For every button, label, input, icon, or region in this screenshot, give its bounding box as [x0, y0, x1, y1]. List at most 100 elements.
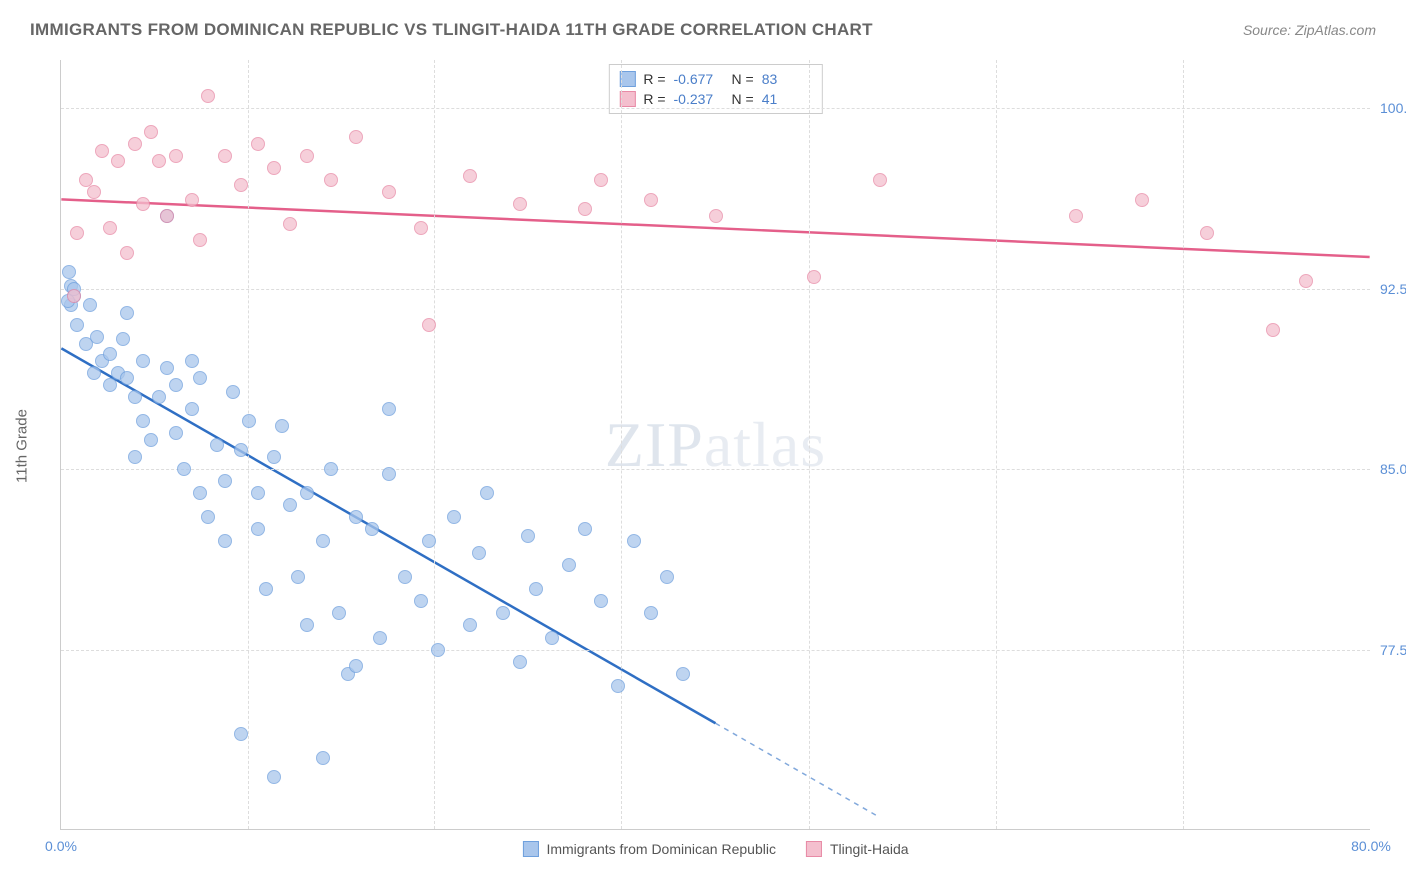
scatter-point — [160, 209, 174, 223]
scatter-point — [382, 467, 396, 481]
scatter-point — [103, 221, 117, 235]
legend-swatch — [806, 841, 822, 857]
scatter-point — [349, 130, 363, 144]
scatter-point — [152, 390, 166, 404]
scatter-point — [136, 197, 150, 211]
scatter-point — [627, 534, 641, 548]
stat-r-value: -0.237 — [674, 91, 724, 107]
scatter-point — [210, 438, 224, 452]
scatter-point — [300, 486, 314, 500]
scatter-point — [349, 659, 363, 673]
scatter-point — [660, 570, 674, 584]
scatter-point — [807, 270, 821, 284]
scatter-point — [513, 197, 527, 211]
scatter-point — [62, 265, 76, 279]
scatter-point — [83, 298, 97, 312]
scatter-point — [234, 443, 248, 457]
stat-r-label: R = — [643, 91, 665, 107]
scatter-point — [578, 202, 592, 216]
scatter-point — [152, 154, 166, 168]
xtick-label: 0.0% — [45, 838, 77, 854]
scatter-point — [324, 173, 338, 187]
scatter-point — [283, 217, 297, 231]
scatter-point — [578, 522, 592, 536]
scatter-point — [185, 402, 199, 416]
scatter-point — [676, 667, 690, 681]
gridline-h — [61, 108, 1370, 109]
scatter-point — [373, 631, 387, 645]
gridline-h — [61, 469, 1370, 470]
scatter-point — [267, 450, 281, 464]
scatter-point — [90, 330, 104, 344]
scatter-point — [201, 89, 215, 103]
watermark: ZIPatlas — [605, 408, 826, 482]
scatter-point — [382, 402, 396, 416]
scatter-point — [267, 161, 281, 175]
scatter-point — [128, 137, 142, 151]
trend-lines — [61, 60, 1370, 829]
ytick-label: 85.0% — [1380, 461, 1406, 477]
scatter-point — [529, 582, 543, 596]
scatter-point — [316, 534, 330, 548]
scatter-point — [431, 643, 445, 657]
scatter-point — [349, 510, 363, 524]
scatter-point — [128, 450, 142, 464]
scatter-point — [332, 606, 346, 620]
gridline-v — [248, 60, 249, 829]
gridline-h — [61, 650, 1370, 651]
stats-row: R =-0.237N =41 — [619, 89, 811, 109]
scatter-point — [513, 655, 527, 669]
scatter-point — [611, 679, 625, 693]
scatter-point — [422, 534, 436, 548]
scatter-point — [193, 371, 207, 385]
scatter-point — [275, 419, 289, 433]
scatter-point — [300, 618, 314, 632]
scatter-point — [447, 510, 461, 524]
stat-r-value: -0.677 — [674, 71, 724, 87]
xtick-label: 80.0% — [1351, 838, 1391, 854]
scatter-point — [169, 149, 183, 163]
scatter-point — [87, 185, 101, 199]
scatter-point — [472, 546, 486, 560]
scatter-point — [414, 594, 428, 608]
gridline-h — [61, 289, 1370, 290]
scatter-point — [70, 318, 84, 332]
scatter-point — [144, 433, 158, 447]
scatter-point — [562, 558, 576, 572]
scatter-point — [177, 462, 191, 476]
ytick-label: 100.0% — [1380, 100, 1406, 116]
scatter-point — [234, 727, 248, 741]
scatter-point — [193, 486, 207, 500]
scatter-point — [414, 221, 428, 235]
scatter-point — [873, 173, 887, 187]
legend-item: Immigrants from Dominican Republic — [522, 841, 776, 857]
source-attribution: Source: ZipAtlas.com — [1243, 22, 1376, 38]
scatter-point — [283, 498, 297, 512]
ytick-label: 77.5% — [1380, 642, 1406, 658]
scatter-point — [709, 209, 723, 223]
scatter-point — [193, 233, 207, 247]
bottom-legend: Immigrants from Dominican RepublicTlingi… — [510, 841, 920, 857]
stat-r-label: R = — [643, 71, 665, 87]
scatter-point — [1069, 209, 1083, 223]
scatter-point — [382, 185, 396, 199]
scatter-point — [218, 149, 232, 163]
scatter-point — [463, 618, 477, 632]
scatter-point — [496, 606, 510, 620]
scatter-point — [87, 366, 101, 380]
stats-row: R =-0.677N =83 — [619, 69, 811, 89]
scatter-point — [226, 385, 240, 399]
scatter-point — [120, 371, 134, 385]
scatter-point — [480, 486, 494, 500]
scatter-point — [1200, 226, 1214, 240]
scatter-point — [144, 125, 158, 139]
scatter-point — [251, 522, 265, 536]
gridline-v — [809, 60, 810, 829]
scatter-point — [365, 522, 379, 536]
scatter-point — [259, 582, 273, 596]
scatter-point — [136, 354, 150, 368]
scatter-point — [136, 414, 150, 428]
scatter-point — [1299, 274, 1313, 288]
scatter-point — [160, 361, 174, 375]
scatter-point — [103, 378, 117, 392]
